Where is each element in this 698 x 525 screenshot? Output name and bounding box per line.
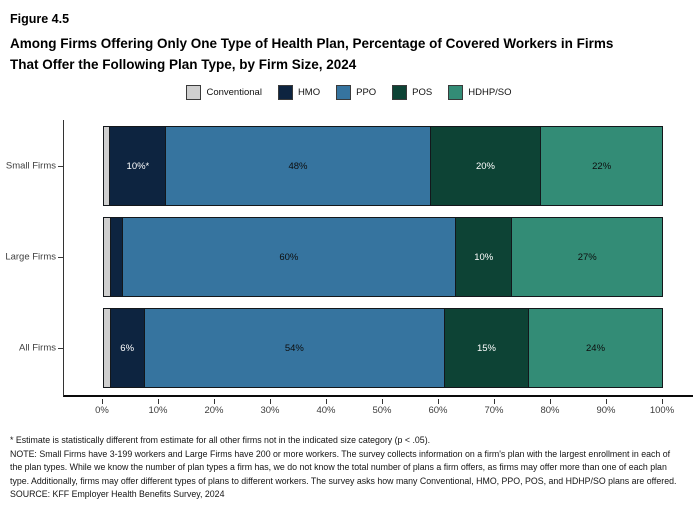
segment-value-label: 10%* [126, 160, 150, 172]
legend-label: PPO [356, 87, 377, 98]
legend-label: HDHP/SO [468, 87, 512, 98]
bar-segment-pos: 20% [429, 126, 542, 206]
footnote-asterisk: * Estimate is statistically different fr… [10, 435, 431, 445]
y-axis-label: All Firms [19, 342, 56, 354]
legend: Conventional HMO PPO POS HDHP/SO [0, 85, 698, 100]
footnotes: * Estimate is statistically different fr… [0, 418, 698, 502]
x-axis-tick-label: 80% [540, 405, 560, 416]
bar-segment-pos: 15% [443, 308, 530, 388]
segment-value-label: 22% [592, 160, 612, 172]
bar-segment-hdhp-so: 24% [528, 308, 663, 388]
legend-swatch [186, 85, 202, 100]
segment-value-label: 27% [577, 251, 597, 263]
y-axis-label: Small Firms [5, 160, 56, 172]
legend-item: HMO [277, 85, 321, 100]
segment-value-label: 20% [475, 160, 495, 172]
x-axis-tick [326, 399, 327, 404]
x-axis-tick-label: 50% [372, 405, 392, 416]
bar-segment-hdhp-so: 27% [511, 217, 664, 297]
legend-swatch [336, 85, 352, 100]
legend-label: HMO [297, 87, 321, 98]
legend-swatch [277, 85, 293, 100]
x-axis-tick [270, 399, 271, 404]
y-axis-tick [58, 348, 63, 349]
x-axis-tick [550, 399, 551, 404]
segment-value-label: 60% [279, 251, 299, 263]
bar-segment-hmo: 6% [109, 308, 145, 388]
legend-item: Conventional [186, 85, 262, 100]
x-axis-tick-label: 20% [204, 405, 224, 416]
legend-item: POS [392, 85, 432, 100]
bar-segment-ppo: 48% [165, 126, 431, 206]
y-axis-label: Large Firms [5, 251, 56, 263]
segment-value-label: 15% [476, 342, 496, 354]
stacked-bar-chart: 10%* 48% 20% 22% 60% 10% 27% 6% 54% 15% 24% Small … [0, 106, 698, 418]
legend-swatch [392, 85, 408, 100]
x-axis-tick-label: 30% [260, 405, 280, 416]
bars-area: 10%* 48% 20% 22% 60% 10% 27% 6% 54% 15% 24% [103, 126, 664, 399]
x-axis-tick-label: 70% [484, 405, 504, 416]
bar-segment-ppo: 54% [143, 308, 445, 388]
bar-row: 6% 54% 15% 24% [103, 308, 663, 388]
y-axis-tick [58, 257, 63, 258]
x-axis-tick-label: 40% [316, 405, 336, 416]
footnote-source: SOURCE: KFF Employer Health Benefits Sur… [10, 489, 225, 500]
x-axis-tick [438, 399, 439, 404]
x-axis-tick-label: 90% [596, 405, 616, 416]
x-axis-tick-label: 60% [428, 405, 448, 416]
bar-row: 60% 10% 27% [103, 217, 664, 297]
y-axis-tick [58, 166, 63, 167]
bar-row: 10%* 48% 20% 22% [103, 126, 663, 206]
x-axis-tick [158, 399, 159, 404]
segment-value-label: 54% [284, 342, 304, 354]
x-axis-tick [494, 399, 495, 404]
segment-value-label: 48% [288, 160, 308, 172]
bar-segment-pos: 10% [455, 217, 513, 297]
x-axis-tick [214, 399, 215, 404]
x-axis-tick [382, 399, 383, 404]
legend-label: Conventional [206, 87, 262, 98]
x-axis-tick [606, 399, 607, 404]
figure-label: Figure 4.5 [10, 12, 70, 26]
segment-value-label: 10% [474, 251, 494, 263]
x-axis-tick [102, 399, 103, 404]
x-axis-tick-label: 10% [148, 405, 168, 416]
segment-value-label: 24% [586, 342, 606, 354]
plot-panel: 10%* 48% 20% 22% 60% 10% 27% 6% 54% 15% 24% [63, 120, 693, 397]
x-axis-tick [662, 399, 663, 404]
x-axis-tick-label: 100% [649, 405, 675, 416]
bar-segment-ppo: 60% [121, 217, 457, 297]
segment-value-label: 6% [120, 342, 135, 354]
chart-title-line-2: That Offer the Following Plan Type, by F… [10, 57, 357, 72]
footnote-note: NOTE: Small Firms have 3-199 workers and… [10, 448, 677, 486]
chart-title: Among Firms Offering Only One Type of He… [0, 26, 698, 75]
x-axis-tick-label: 0% [95, 405, 109, 416]
bar-segment-hdhp-so: 22% [540, 126, 663, 206]
chart-title-line-1: Among Firms Offering Only One Type of He… [10, 36, 614, 51]
legend-item: PPO [336, 85, 376, 100]
legend-item: HDHP/SO [448, 85, 512, 100]
legend-swatch [448, 85, 464, 100]
legend-label: POS [412, 87, 433, 98]
bar-segment-hmo: 10%* [109, 126, 167, 206]
